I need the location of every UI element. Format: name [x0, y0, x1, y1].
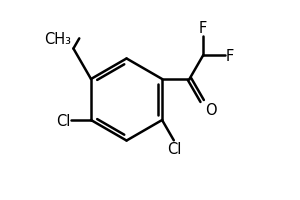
Text: CH₃: CH₃	[44, 31, 71, 46]
Text: F: F	[226, 49, 234, 63]
Text: F: F	[199, 21, 207, 36]
Text: O: O	[205, 102, 217, 117]
Text: Cl: Cl	[168, 142, 182, 157]
Text: Cl: Cl	[56, 113, 70, 128]
